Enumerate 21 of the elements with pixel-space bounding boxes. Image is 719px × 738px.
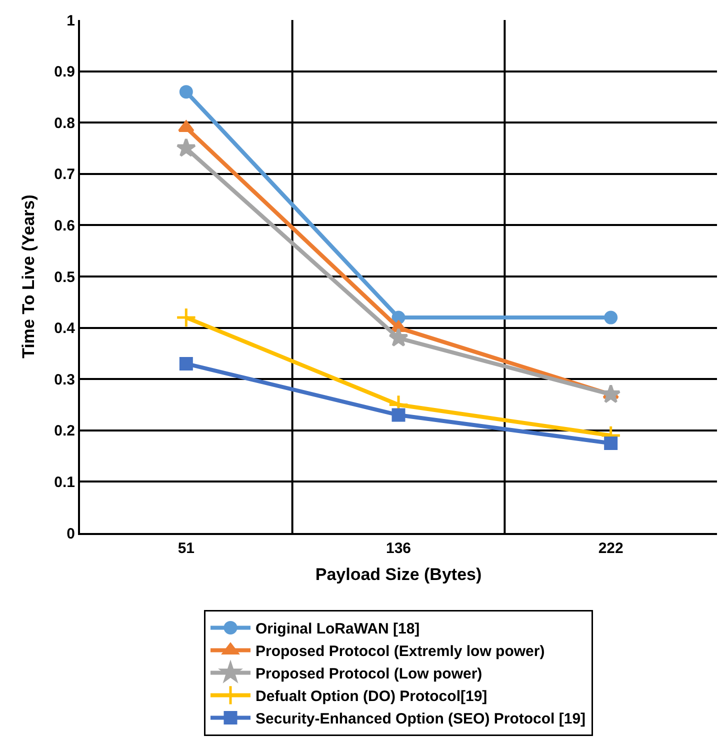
- y-tick-label: 0.1: [54, 474, 75, 491]
- x-tick-label: 222: [598, 540, 624, 557]
- legend-label: Defualt Option (DO) Protocol[19]: [256, 688, 488, 706]
- y-tick-label: 0.3: [54, 371, 75, 388]
- y-tick-label: 0.7: [54, 166, 75, 184]
- y-tick-label: 0.4: [54, 320, 76, 338]
- y-tick-label: 0: [66, 525, 75, 542]
- legend-label: Proposed Protocol (Extremly low power): [256, 643, 545, 660]
- y-tick-label: 0.9: [54, 64, 75, 81]
- y-axis-title: Time To Live (Years): [19, 194, 38, 358]
- x-tick-label: 136: [386, 540, 412, 557]
- x-axis-title: Payload Size (Bytes): [315, 564, 482, 584]
- y-tick-label: 0.6: [54, 217, 75, 234]
- x-tick-label: 51: [178, 540, 195, 557]
- y-tick-label: 1: [66, 12, 75, 30]
- legend-label: Security-Enhanced Option (SEO) Protocol [19]: [256, 710, 586, 728]
- legend-label: Original LoRaWAN [18]: [256, 620, 420, 638]
- legend-label: Proposed Protocol (Low power): [256, 666, 482, 683]
- y-tick-label: 0.8: [54, 114, 75, 132]
- y-tick-label: 0.2: [54, 422, 75, 440]
- y-tick-label: 0.5: [54, 268, 75, 286]
